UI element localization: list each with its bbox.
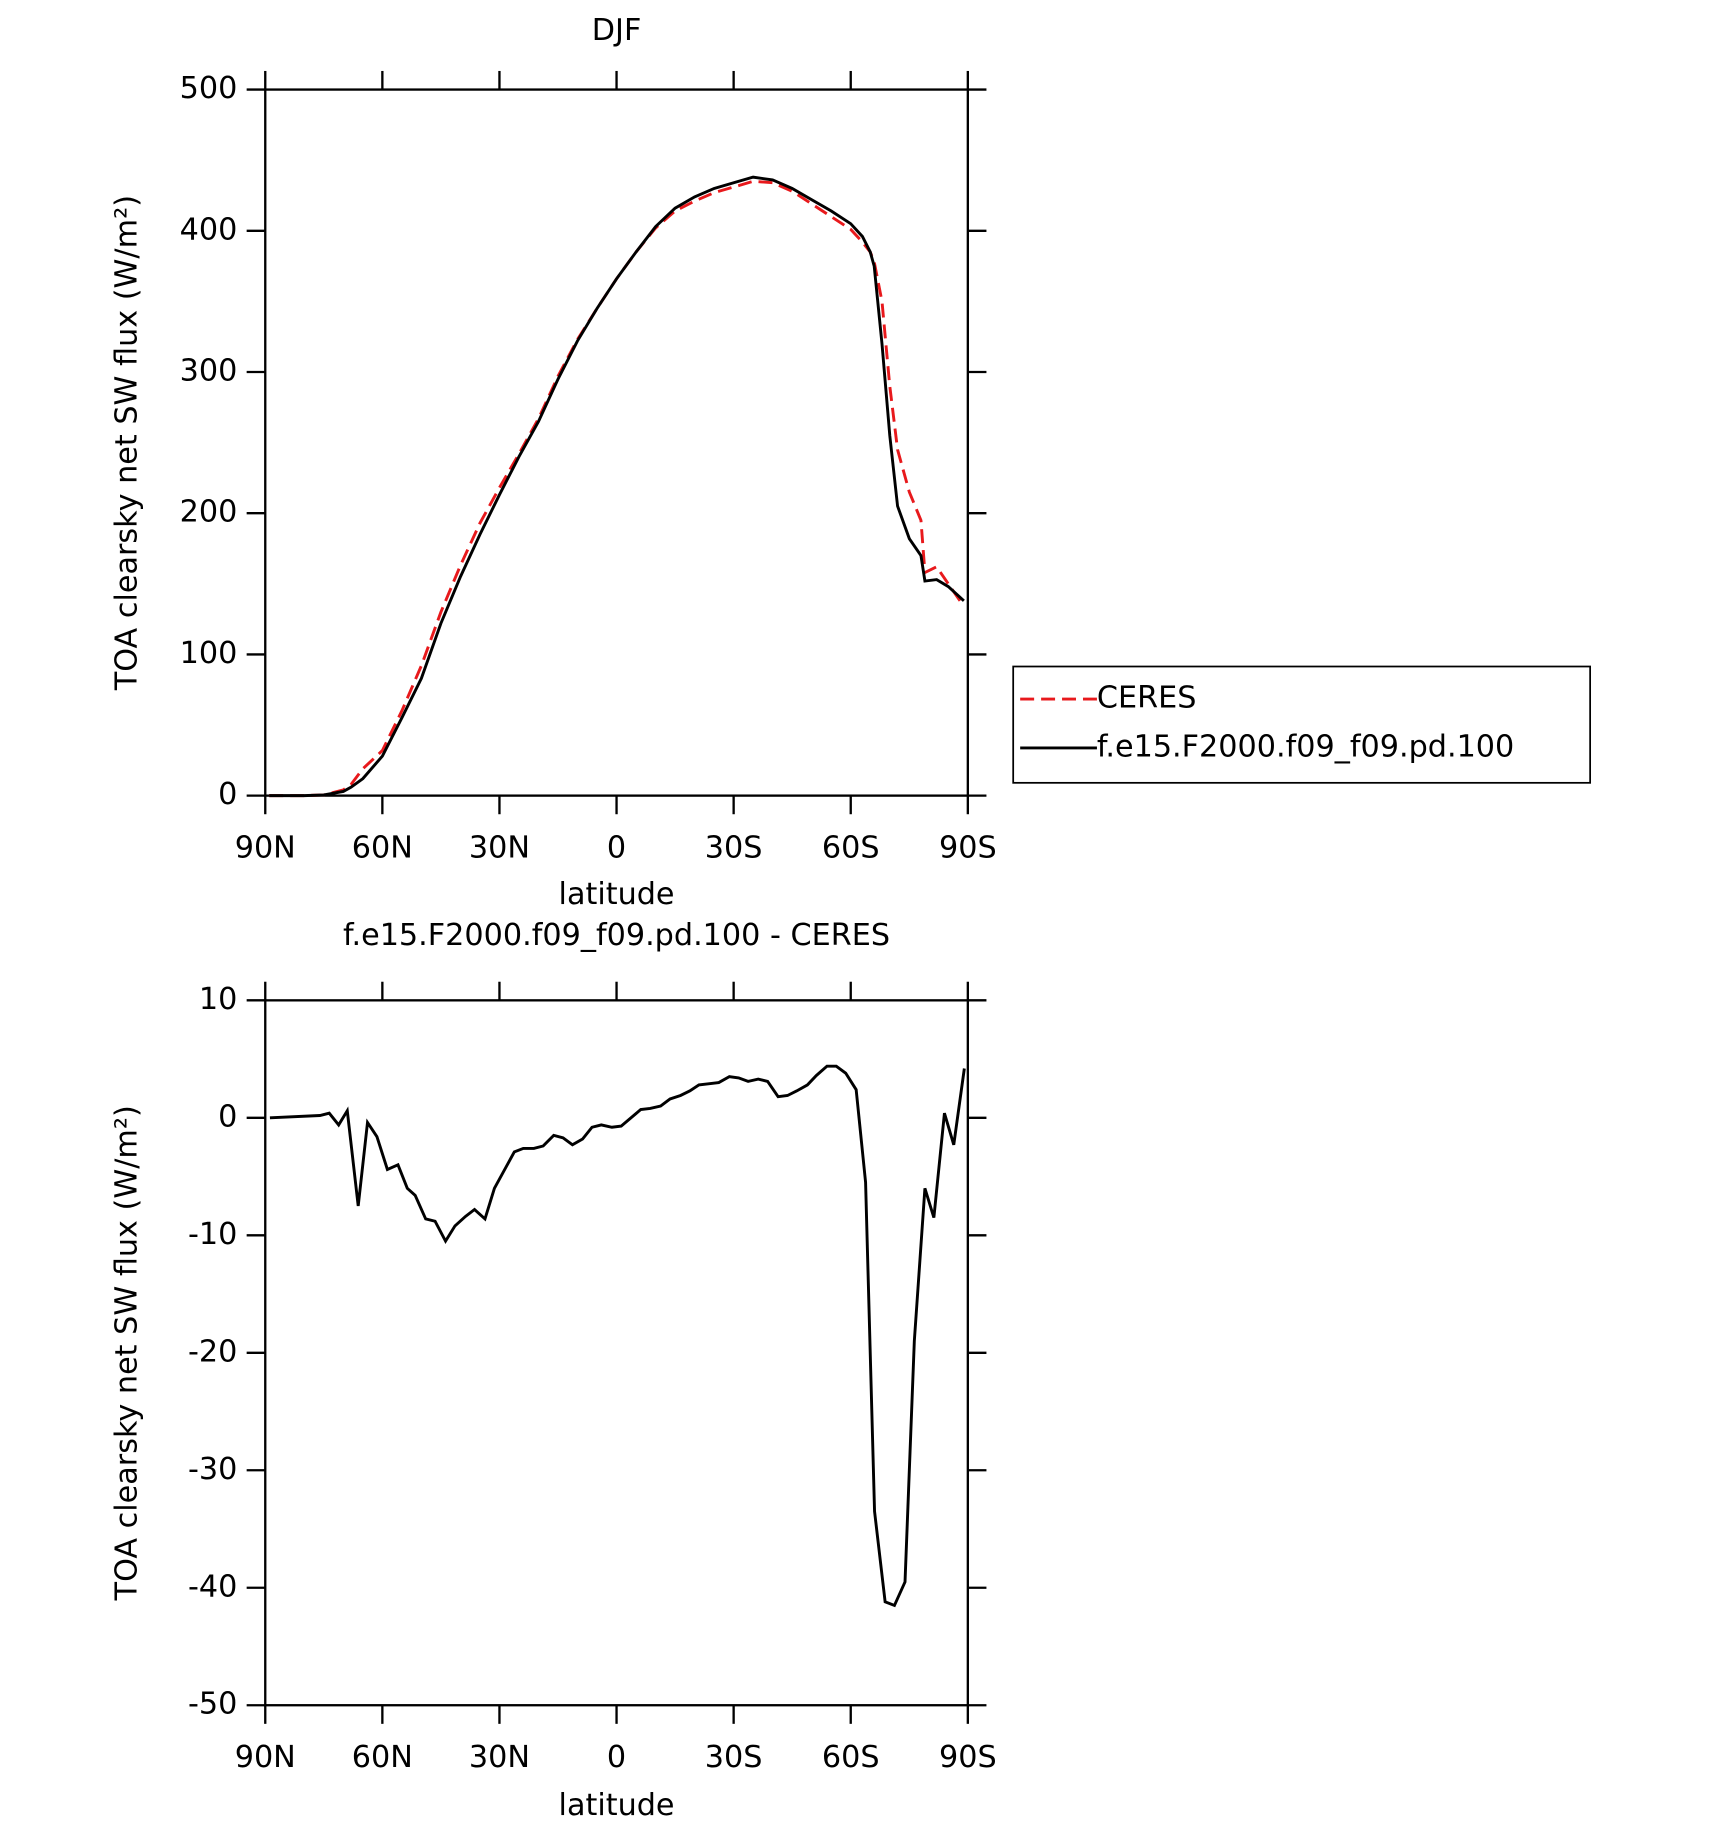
plot-frame bbox=[264, 88, 969, 797]
x-tick-label: 90N bbox=[235, 831, 296, 866]
chart-title: DJF bbox=[592, 13, 642, 48]
x-tick-label: 0 bbox=[607, 831, 626, 866]
legend-label: CERES bbox=[1097, 681, 1197, 716]
y-tick-label: 400 bbox=[180, 212, 238, 247]
y-tick-label: -20 bbox=[188, 1334, 237, 1369]
y-tick-label: 100 bbox=[180, 636, 238, 671]
x-tick-label: 60N bbox=[352, 831, 413, 866]
y-axis-label: TOA clearsky net SW flux (W/m²) bbox=[110, 195, 145, 691]
x-tick-label: 30N bbox=[469, 1740, 530, 1775]
x-tick-label: 30S bbox=[705, 831, 763, 866]
x-axis-label: latitude bbox=[559, 1788, 675, 1823]
x-tick-label: 60N bbox=[352, 1740, 413, 1775]
y-axis-label: TOA clearsky net SW flux (W/m²) bbox=[110, 1105, 145, 1601]
x-tick-label: 0 bbox=[607, 1740, 626, 1775]
y-tick-label: 0 bbox=[218, 777, 237, 812]
y-tick-label: 500 bbox=[180, 71, 238, 106]
x-tick-label: 90N bbox=[235, 1740, 296, 1775]
x-tick-label: 90S bbox=[939, 1740, 997, 1775]
y-tick-label: -10 bbox=[188, 1217, 237, 1252]
y-tick-label: 10 bbox=[199, 982, 237, 1017]
y-tick-label: 300 bbox=[180, 353, 238, 388]
y-tick-label: -40 bbox=[188, 1569, 237, 1604]
x-tick-label: 30S bbox=[705, 1740, 763, 1775]
data-line bbox=[269, 175, 965, 798]
x-tick-label: 60S bbox=[822, 831, 880, 866]
y-tick-label: -50 bbox=[188, 1687, 237, 1722]
y-tick-label: 0 bbox=[218, 1099, 237, 1134]
data-line bbox=[269, 1064, 966, 1608]
chart-title: f.e15.F2000.f09_f09.pd.100 - CERES bbox=[343, 918, 890, 953]
plot-frame bbox=[264, 999, 969, 1707]
x-tick-label: 90S bbox=[939, 831, 997, 866]
legend-box bbox=[1012, 665, 1592, 784]
data-line bbox=[269, 179, 966, 798]
y-tick-label: -30 bbox=[188, 1452, 237, 1487]
x-tick-label: 60S bbox=[822, 1740, 880, 1775]
x-axis-label: latitude bbox=[559, 877, 675, 912]
x-tick-label: 30N bbox=[469, 831, 530, 866]
legend-label: f.e15.F2000.f09_f09.pd.100 bbox=[1097, 729, 1514, 764]
y-tick-label: 200 bbox=[180, 495, 238, 530]
